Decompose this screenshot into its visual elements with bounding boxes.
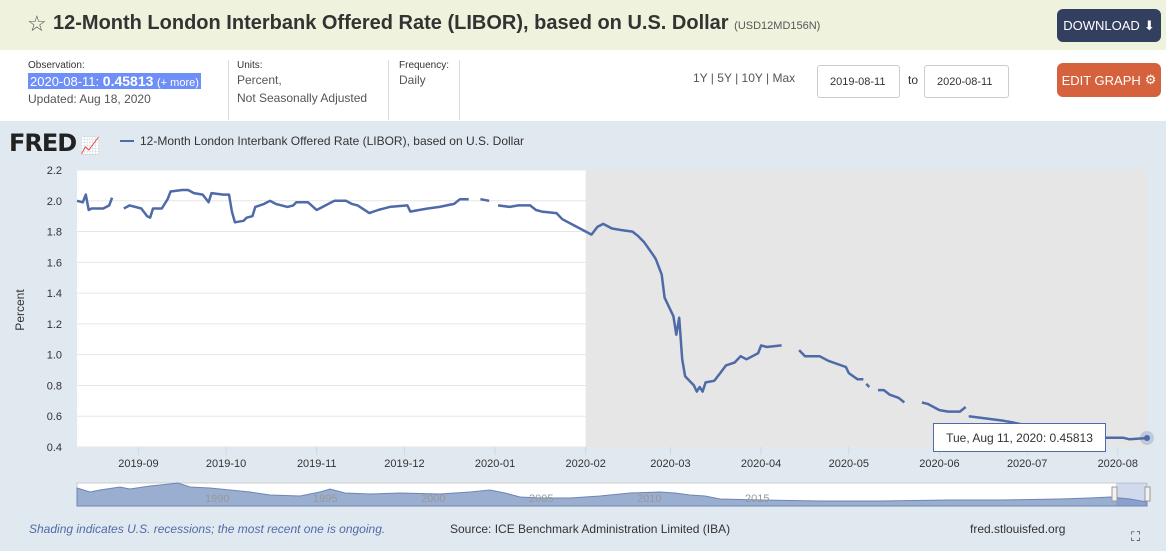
navigator-window[interactable]	[1116, 483, 1147, 506]
to-label: to	[908, 73, 919, 87]
y-tick-label: 0.8	[47, 380, 62, 392]
x-tick-label: 2019-10	[206, 458, 246, 470]
series-line-segment	[76, 193, 114, 212]
observation-number: 0.45813	[102, 73, 154, 89]
observation-value: 2020-08-11: 0.45813 (+ more)	[28, 73, 201, 89]
end-date-input[interactable]: 2020-08-11	[924, 65, 1009, 98]
navigator[interactable]: 1990 1995 2000 2005 2010 2015	[76, 482, 1151, 507]
x-tick-label: 2020-02	[566, 458, 606, 470]
series-title: 12-Month London Interbank Offered Rate (…	[53, 12, 729, 34]
frequency-label: Frequency:	[399, 60, 450, 71]
series-line-segment	[878, 388, 906, 404]
series-line-segment	[123, 188, 469, 224]
tooltip-value: 0.45813	[1049, 430, 1093, 445]
navigator-year-label: 1995	[313, 493, 337, 505]
series-line-segment	[497, 204, 782, 393]
range-1y[interactable]: 1Y	[693, 71, 708, 85]
page-title: 12-Month London Interbank Offered Rate (…	[53, 12, 820, 35]
tooltip-date: Tue, Aug 11, 2020:	[946, 430, 1047, 445]
x-tick-label: 2019-11	[297, 458, 337, 470]
series-line-segment	[865, 383, 871, 388]
navigator-area	[76, 482, 1148, 507]
updated-date: Updated: Aug 18, 2020	[28, 92, 151, 106]
series-line-segment	[480, 197, 490, 203]
edit-graph-button[interactable]: EDIT GRAPH ⚙	[1057, 63, 1161, 97]
range-selector: 1Y | 5Y | 10Y | Max	[693, 71, 796, 85]
y-tick-label: 2.0	[47, 196, 62, 208]
navigator-year-label: 1990	[205, 493, 229, 505]
y-tick-label: 2.2	[47, 165, 62, 177]
range-5y[interactable]: 5Y	[717, 71, 732, 85]
tooltip: Tue, Aug 11, 2020: 0.45813	[933, 423, 1106, 452]
x-tick-label: 2020-07	[1007, 458, 1047, 470]
units-label: Units:	[237, 60, 263, 71]
x-tick-label: 2020-03	[650, 458, 690, 470]
download-button[interactable]: DOWNLOAD ⬇	[1057, 9, 1161, 42]
navigator-handle-left[interactable]	[1111, 486, 1118, 502]
x-tick-label: 2020-01	[475, 458, 515, 470]
gear-icon: ⚙	[1144, 72, 1157, 87]
y-tick-label: 1.2	[47, 319, 62, 331]
navigator-year-label: 2005	[529, 493, 553, 505]
more-link[interactable]: (+ more)	[157, 77, 199, 89]
navigator-year-label: 2010	[637, 493, 661, 505]
units-value: Percent,	[237, 73, 282, 87]
divider	[459, 60, 460, 120]
title-bar: ☆ 12-Month London Interbank Offered Rate…	[0, 0, 1166, 50]
series-id: (USD12MD156N)	[734, 20, 821, 32]
frequency-value: Daily	[399, 73, 426, 87]
frequency-block: Frequency: Daily	[399, 60, 449, 87]
series-line-segment	[921, 401, 967, 413]
download-icon: ⬇	[1143, 17, 1155, 33]
chart-logo-icon: 📈	[80, 136, 100, 155]
x-tick-label: 2020-06	[919, 458, 959, 470]
divider	[228, 60, 229, 120]
fullscreen-icon[interactable]: ⛶	[1131, 529, 1141, 544]
x-tick-label: 2019-09	[118, 458, 158, 470]
site-link[interactable]: fred.stlouisfed.org	[970, 522, 1066, 536]
y-tick-label: 0.6	[47, 411, 62, 423]
y-tick-label: 1.0	[47, 350, 62, 362]
recession-shading	[585, 170, 1147, 447]
observation-label: Observation:	[28, 60, 85, 71]
series-line-segment	[798, 349, 864, 381]
range-10y[interactable]: 10Y	[741, 71, 763, 85]
source-text: Source: ICE Benchmark Administration Lim…	[450, 522, 731, 536]
legend: 12-Month London Interbank Offered Rate (…	[120, 134, 524, 148]
x-tick-label: 2020-08	[1098, 458, 1138, 470]
observation-date: 2020-08-11:	[30, 74, 100, 89]
navigator-handle-right[interactable]	[1144, 486, 1151, 502]
y-tick-label: 1.6	[47, 257, 62, 269]
download-label: DOWNLOAD	[1063, 18, 1140, 33]
range-max[interactable]: Max	[772, 71, 796, 85]
y-axis-label: Percent	[13, 289, 27, 331]
start-date-input[interactable]: 2019-08-11	[817, 65, 900, 98]
edit-graph-label: EDIT GRAPH	[1061, 72, 1141, 88]
legend-label: 12-Month London Interbank Offered Rate (…	[140, 134, 524, 148]
y-tick-label: 1.8	[47, 227, 62, 239]
y-tick-label: 1.4	[47, 288, 62, 300]
divider	[388, 60, 389, 120]
hover-marker	[1144, 435, 1150, 441]
star-icon[interactable]: ☆	[27, 11, 47, 36]
units-block: Units: Percent, Not Seasonally Adjusted	[237, 60, 367, 105]
recession-note: Shading indicates U.S. recessions; the m…	[29, 522, 386, 536]
x-tick-label: 2020-04	[741, 458, 781, 470]
x-tick-label: 2019-12	[384, 458, 424, 470]
navigator-year-label: 2015	[745, 493, 769, 505]
navigator-year-label: 2000	[421, 493, 445, 505]
legend-swatch	[120, 140, 134, 142]
x-tick-label: 2020-05	[829, 458, 869, 470]
observation-block: Observation: 2020-08-11: 0.45813 (+ more…	[28, 60, 201, 106]
y-tick-label: 0.4	[47, 442, 62, 454]
units-adjustment: Not Seasonally Adjusted	[237, 91, 368, 105]
fred-logo: FRED 📈	[9, 129, 100, 157]
